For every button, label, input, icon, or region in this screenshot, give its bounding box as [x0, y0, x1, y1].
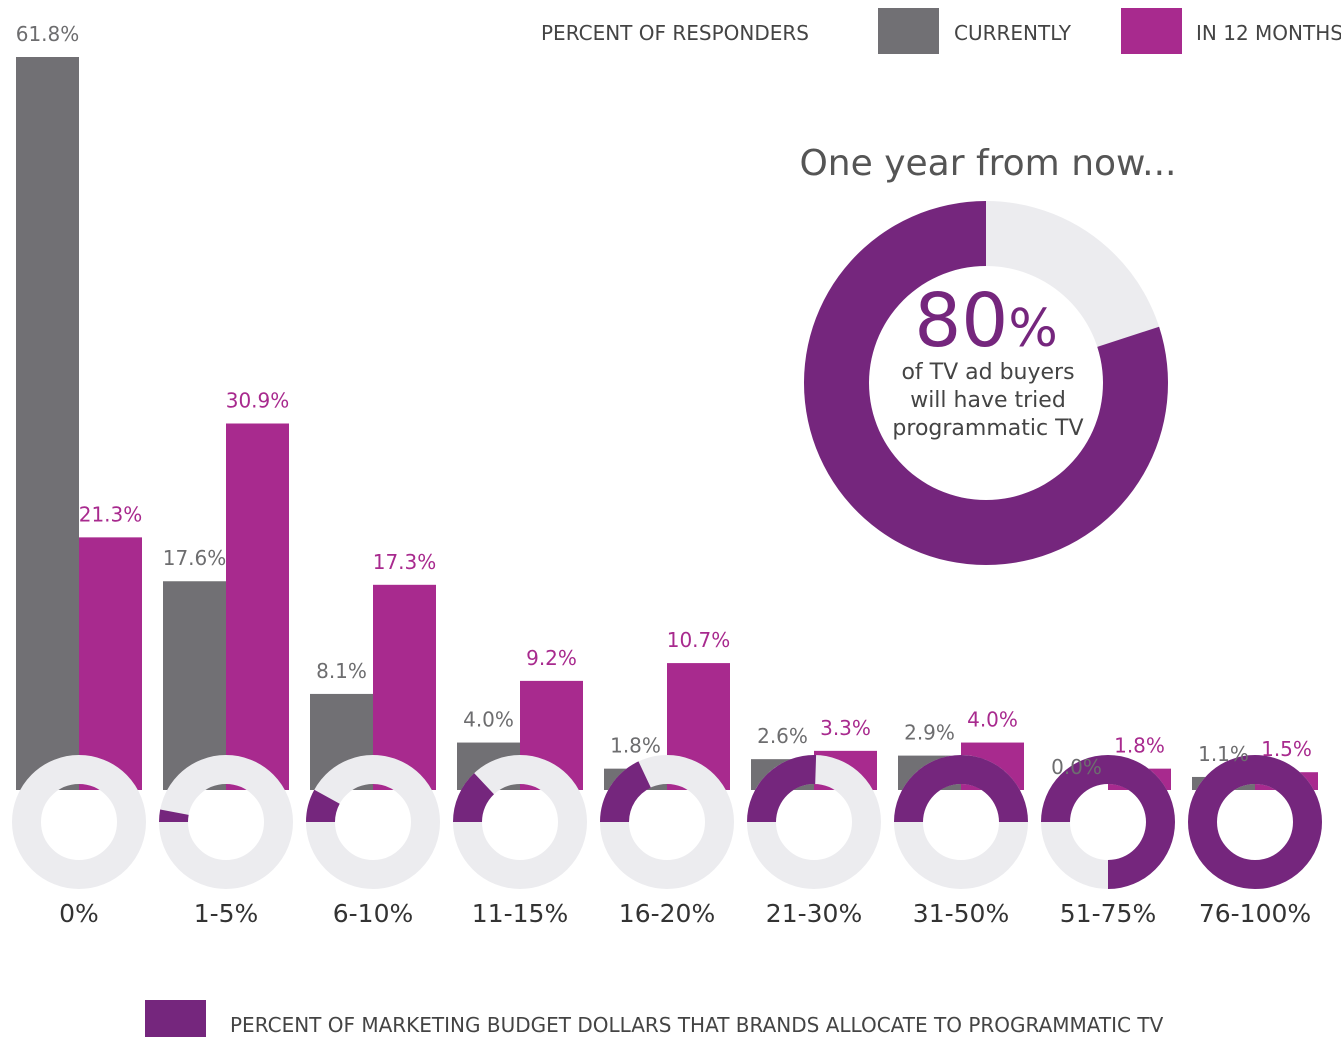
category-label-31-50: 31-50%	[913, 899, 1009, 928]
bar-label-currently-16-20: 1.8%	[610, 734, 661, 758]
category-label-1-5: 1-5%	[194, 899, 259, 928]
bar-label-currently-6-10: 8.1%	[316, 659, 367, 683]
category-label-51-75: 51-75%	[1060, 899, 1156, 928]
callout-donut-fill	[804, 201, 1168, 565]
category-label-11-15: 11-15%	[472, 899, 568, 928]
callout-line-2: will have tried	[910, 388, 1066, 413]
bar-label-in-12-months-0: 21.3%	[79, 502, 143, 526]
category-label-16-20: 16-20%	[619, 899, 715, 928]
category-label-76-100: 76-100%	[1199, 899, 1311, 928]
ring-fill-21-30	[747, 755, 817, 822]
ring-fill-1-5	[159, 809, 189, 822]
bar-label-in-12-months-31-50: 4.0%	[967, 708, 1018, 732]
bar-currently-1-5	[163, 581, 226, 790]
bar-label-in-12-months-76-100: 1.5%	[1261, 737, 1312, 761]
callout-donut	[804, 201, 1168, 565]
category-labels: 0% 1-5% 6-10% 11-15% 16-20% 21-30% 31-50% 51-75…	[59, 899, 1311, 928]
bottom-legend-label: PERCENT OF MARKETING BUDGET DOLLARS THAT…	[230, 1013, 1164, 1037]
legend-label-currently: CURRENTLY	[954, 21, 1072, 45]
legend-label-in-12-months: IN 12 MONTHS	[1196, 21, 1341, 45]
bar-currently-0	[16, 57, 79, 790]
bar-in-12-months-0	[79, 537, 142, 790]
bar-label-currently-21-30: 2.6%	[757, 724, 808, 748]
bottom-legend: PERCENT OF MARKETING BUDGET DOLLARS THAT…	[145, 1000, 1164, 1037]
legend-title: PERCENT OF RESPONDERS	[541, 21, 809, 45]
bar-label-currently-11-15: 4.0%	[463, 708, 514, 732]
bar-label-currently-76-100: 1.1%	[1198, 742, 1249, 766]
category-rings	[12, 755, 1322, 889]
bar-label-currently-51-75: 0.0%	[1051, 755, 1102, 779]
bar-label-currently-31-50: 2.9%	[904, 721, 955, 745]
callout-heading: One year from now...	[799, 143, 1176, 184]
callout-value: 80%	[914, 278, 1058, 364]
callout-line-3: programmatic TV	[892, 416, 1083, 441]
ring-track-0	[12, 755, 146, 889]
callout: One year from now... 80% of TV ad buyers…	[799, 143, 1177, 565]
callout-line-1: of TV ad buyers	[901, 360, 1074, 385]
category-label-21-30: 21-30%	[766, 899, 862, 928]
ring-fill-6-10	[306, 789, 340, 822]
bar-label-in-12-months-6-10: 17.3%	[373, 550, 437, 574]
bar-label-in-12-months-11-15: 9.2%	[526, 646, 577, 670]
bar-label-currently-1-5: 17.6%	[163, 546, 227, 570]
bar-in-12-months-1-5	[226, 423, 289, 790]
ring-fill-51-75	[1041, 755, 1175, 889]
bar-label-in-12-months-16-20: 10.7%	[667, 628, 731, 652]
ring-fill-76-100	[1188, 755, 1322, 889]
callout-value-number: 80	[914, 278, 1008, 364]
ring-fill-16-20	[600, 761, 651, 822]
legend-swatch-in-12-months	[1121, 8, 1182, 54]
bar-label-currently-0: 61.8%	[16, 22, 80, 46]
bar-value-labels: 61.8% 21.3% 17.6% 30.9% 8.1% 17.3% 4.0% 9.2% 1.8…	[16, 22, 1312, 779]
category-label-0: 0%	[59, 899, 99, 928]
ring-fill-31-50	[894, 755, 1028, 822]
legend: PERCENT OF RESPONDERS CURRENTLY IN 12 MO…	[541, 8, 1341, 54]
bar-label-in-12-months-1-5: 30.9%	[226, 389, 290, 413]
category-label-6-10: 6-10%	[333, 899, 414, 928]
bar-in-12-months-6-10	[373, 584, 436, 790]
callout-value-unit: %	[1008, 299, 1057, 359]
bar-label-in-12-months-21-30: 3.3%	[820, 716, 871, 740]
ring-fill-11-15	[453, 773, 494, 822]
bar-label-in-12-months-51-75: 1.8%	[1114, 734, 1165, 758]
bottom-legend-swatch	[145, 1000, 206, 1037]
legend-swatch-currently	[878, 8, 939, 54]
